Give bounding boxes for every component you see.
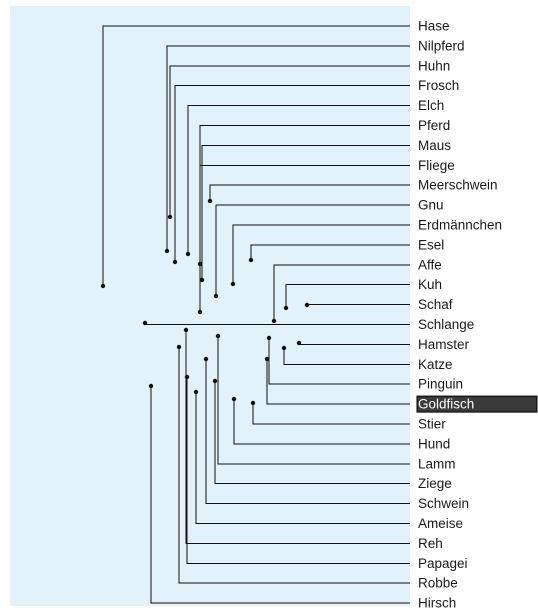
tree-background-panel	[10, 6, 410, 606]
branch-kuh	[285, 284, 410, 308]
node-dot-nilpferd	[164, 248, 170, 254]
leaf-label-hamster[interactable]: Hamster	[418, 337, 470, 352]
node-dot-maus	[199, 277, 205, 283]
leaf-label-stier[interactable]: Stier	[418, 417, 446, 432]
branch-hase	[102, 25, 410, 286]
node-dot-pinguin	[266, 335, 272, 341]
branch-hund	[233, 399, 410, 445]
node-dot-schaf	[304, 302, 310, 308]
node-dot-frosch	[172, 259, 178, 265]
branch-nilpferd	[166, 45, 410, 251]
branch-goldfisch	[266, 359, 410, 405]
node-dot-hamster	[296, 340, 302, 346]
branch-meerschwein	[209, 184, 410, 201]
leaf-label-nilpferd[interactable]: Nilpferd	[418, 38, 465, 53]
leaf-label-pinguin[interactable]: Pinguin	[418, 377, 463, 392]
node-dot-elch	[185, 251, 191, 257]
leaf-label-goldfisch[interactable]: Goldfisch	[418, 397, 474, 412]
leaf-label-gnu[interactable]: Gnu	[418, 198, 444, 213]
leaf-label-hirsch[interactable]: Hirsch	[418, 596, 456, 611]
branch-elch	[187, 105, 410, 254]
leaf-label-katze[interactable]: Katze	[418, 357, 453, 372]
selected-leaf-highlight	[416, 395, 538, 413]
branch-ameise	[195, 392, 410, 524]
leaf-label-maus[interactable]: Maus	[418, 138, 451, 153]
branch-robbe	[178, 347, 410, 584]
node-dot-pferd	[197, 261, 203, 267]
leaf-label-elch[interactable]: Elch	[418, 98, 444, 113]
branch-katze	[283, 348, 410, 365]
node-dot-schwein	[203, 356, 209, 362]
node-dot-meerschwein	[207, 198, 213, 204]
node-dot-katze	[281, 345, 287, 351]
branch-schwein	[205, 359, 410, 505]
leaf-label-schaf[interactable]: Schaf	[418, 297, 453, 312]
branch-maus	[201, 144, 410, 280]
leaf-label-erdmännchen[interactable]: Erdmännchen	[418, 218, 502, 233]
branch-reh	[185, 330, 410, 544]
leaf-label-frosch[interactable]: Frosch	[418, 78, 459, 93]
node-dot-goldfisch	[264, 356, 270, 362]
leaf-label-pferd[interactable]: Pferd	[418, 118, 450, 133]
leaf-label-robbe[interactable]: Robbe	[418, 576, 458, 591]
leaf-label-reh[interactable]: Reh	[418, 536, 443, 551]
node-dot-reh	[183, 327, 189, 333]
node-dot-esel	[248, 257, 254, 263]
leaf-label-huhn[interactable]: Huhn	[418, 58, 450, 73]
leaf-label-papagei[interactable]: Papagei	[418, 556, 468, 571]
leaf-label-ameise[interactable]: Ameise	[418, 516, 463, 531]
node-dot-papagei	[184, 374, 190, 380]
leaf-label-schlange[interactable]: Schlange	[418, 317, 474, 332]
branch-affe	[273, 264, 410, 321]
node-dot-affe	[271, 318, 277, 324]
branch-ziege	[214, 381, 410, 485]
branch-huhn	[169, 65, 410, 217]
branch-stier	[252, 403, 410, 425]
branch-erdmännchen	[232, 224, 410, 284]
node-dot-ziege	[212, 378, 218, 384]
node-dot-huhn	[167, 214, 173, 220]
leaf-label-hase[interactable]: Hase	[418, 19, 450, 34]
node-dot-hirsch	[148, 383, 154, 389]
leaf-label-lamm[interactable]: Lamm	[418, 456, 456, 471]
tree-links	[102, 25, 410, 604]
leaf-label-ziege[interactable]: Ziege	[418, 476, 452, 491]
branch-hirsch	[150, 386, 410, 604]
leaf-label-schwein[interactable]: Schwein	[418, 496, 469, 511]
leaf-label-fliege[interactable]: Fliege	[418, 158, 455, 173]
leaf-label-meerschwein[interactable]: Meerschwein	[418, 178, 498, 193]
node-dot-kuh	[283, 305, 289, 311]
node-dot-erdmännchen	[230, 281, 236, 287]
leaf-label-kuh[interactable]: Kuh	[418, 277, 442, 292]
leaf-label-hund[interactable]: Hund	[418, 436, 450, 451]
node-dot-gnu	[213, 293, 219, 299]
branch-papagei	[186, 377, 410, 564]
node-dot-robbe	[176, 344, 182, 350]
leaf-label-affe[interactable]: Affe	[418, 257, 442, 272]
node-dot-stier	[250, 400, 256, 406]
branch-esel	[250, 244, 410, 260]
branch-lamm	[217, 336, 410, 465]
branch-gnu	[215, 204, 410, 296]
leaf-labels: Hase Nilpferd Huhn Frosch Elch Pferd Maus Flieg…	[416, 19, 538, 611]
node-dot-hase	[100, 283, 106, 289]
tree-nodes	[100, 198, 310, 406]
node-dot-lamm	[215, 333, 221, 339]
branch-pinguin	[268, 338, 410, 385]
node-dot-ameise	[193, 389, 199, 395]
branch-frosch	[174, 85, 410, 262]
node-dot-fliege	[197, 309, 203, 315]
leaf-label-esel[interactable]: Esel	[418, 237, 444, 252]
node-dot-hund	[231, 396, 237, 402]
node-dot-schlange	[142, 320, 148, 326]
